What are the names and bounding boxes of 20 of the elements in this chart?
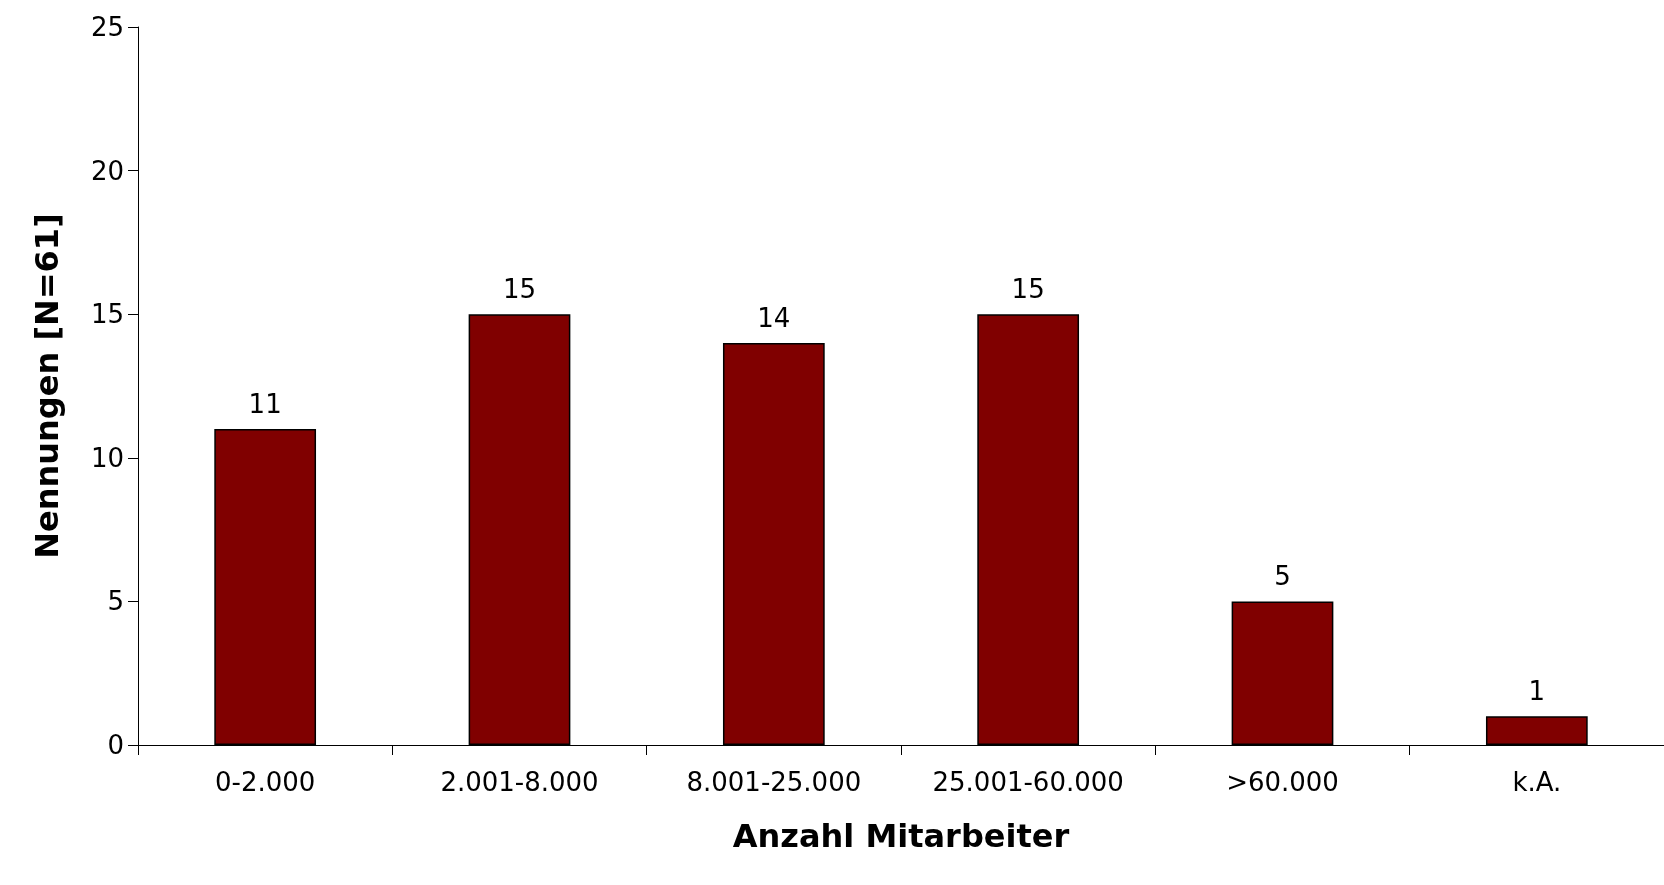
y-tick-label: 25 bbox=[90, 12, 124, 42]
data-label: 15 bbox=[1011, 274, 1045, 305]
y-axis-title: Nennungen [N=61] bbox=[28, 213, 66, 559]
y-tick-label: 20 bbox=[90, 155, 124, 186]
y-tick-label: 15 bbox=[90, 299, 124, 330]
data-label: 1 bbox=[1528, 676, 1546, 707]
y-tick-label: 0 bbox=[107, 730, 124, 760]
y-tick-label: 5 bbox=[107, 586, 124, 617]
x-tick-label: 25.001-60.000 bbox=[932, 767, 1124, 797]
x-axis-title: Anzahl Mitarbeiter bbox=[732, 817, 1070, 855]
x-tick-label: 8.001-25.000 bbox=[686, 767, 862, 797]
x-tick-label: 2.001-8.000 bbox=[440, 767, 599, 797]
data-label: 11 bbox=[248, 389, 282, 420]
x-tick-label: 0-2.000 bbox=[214, 767, 316, 797]
data-label: 15 bbox=[502, 274, 537, 305]
x-tick-label: k.A. bbox=[1512, 767, 1562, 797]
x-tick-label: >60.000 bbox=[1226, 767, 1339, 797]
data-label: 14 bbox=[757, 302, 791, 333]
data-label: 5 bbox=[1274, 561, 1291, 592]
y-tick-label: 10 bbox=[90, 442, 124, 473]
